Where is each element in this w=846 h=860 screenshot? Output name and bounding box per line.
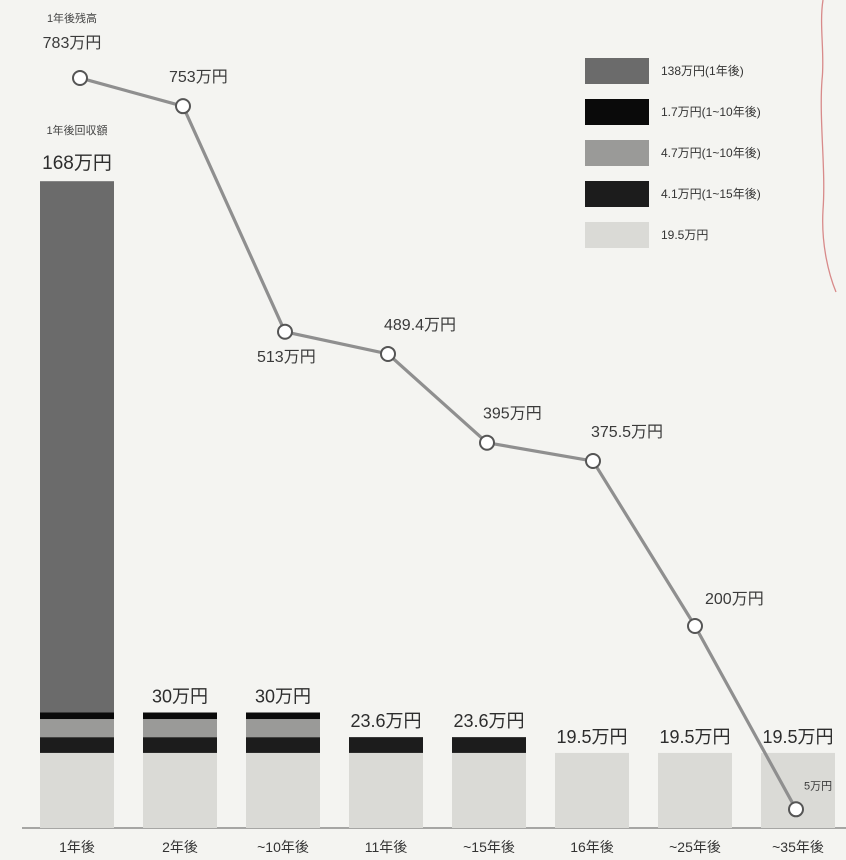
- bar-segment-3-4: [246, 712, 320, 720]
- line-first-caption: 1年後残高: [47, 11, 97, 25]
- bar-segment-5-2: [452, 737, 526, 753]
- line-point-1: [72, 69, 88, 86]
- bar-segment-1-5: [40, 181, 114, 713]
- bar-value-label-4: 23.6万円: [350, 711, 421, 731]
- bar-value-label-2: 30万円: [152, 687, 208, 707]
- legend-label-2: 1.7万円(1~10年後): [661, 105, 761, 119]
- x-tick-label-3: ~10年後: [257, 839, 309, 855]
- red-annotation-brace: [820, 0, 837, 293]
- bar-segment-7-1: [658, 752, 732, 828]
- line-point-6: [585, 453, 601, 470]
- bar-value-label-7: 19.5万円: [659, 727, 730, 747]
- x-tick-label-2: 2年後: [162, 839, 198, 855]
- legend: 138万円(1年後) 1.7万円(1~10年後) 4.7万円(1~10年後) 4.1万…: [585, 58, 761, 248]
- x-tick-label-6: 16年後: [570, 839, 614, 855]
- line-point-4: [380, 345, 396, 362]
- x-tick-label-4: 11年後: [365, 839, 408, 855]
- first-bar-caption: 1年後回収額: [46, 123, 107, 137]
- bar-segment-3-3: [246, 719, 320, 738]
- line-point-2: [175, 98, 191, 115]
- bar-segment-2-3: [143, 719, 217, 738]
- line-point-label-8: 5万円: [804, 780, 832, 792]
- bar-segment-1-3: [40, 719, 114, 738]
- bar-segment-3-2: [246, 737, 320, 753]
- bar-segment-4-1: [349, 752, 423, 828]
- line-point-8: [788, 801, 804, 818]
- bar-segment-5-1: [452, 752, 526, 828]
- legend-swatch-4: [585, 181, 649, 207]
- legend-swatch-2: [585, 99, 649, 125]
- line-point-label-6: 375.5万円: [591, 424, 663, 441]
- bar-segment-2-2: [143, 737, 217, 753]
- bar-segment-2-1: [143, 752, 217, 828]
- line-point-label-1: 783万円: [43, 35, 102, 52]
- legend-swatch-3: [585, 140, 649, 166]
- balance-line: [79, 76, 798, 811]
- line-point-5: [479, 434, 495, 451]
- bar-value-label-1: 168万円: [42, 153, 112, 174]
- bar-segment-1-4: [40, 712, 114, 720]
- line-point-label-5: 395万円: [483, 406, 542, 423]
- bar-segment-6-1: [555, 752, 629, 828]
- x-tick-label-7: ~25年後: [669, 839, 721, 855]
- legend-label-4: 4.1万円(1~15年後): [661, 187, 761, 201]
- legend-swatch-1: [585, 58, 649, 84]
- bar-segment-3-1: [246, 752, 320, 828]
- bar-segment-4-2: [349, 737, 423, 753]
- bar-value-label-8: 19.5万円: [762, 727, 833, 747]
- legend-label-3: 4.7万円(1~10年後): [661, 146, 761, 160]
- x-tick-label-8: ~35年後: [772, 839, 824, 855]
- bar-segment-2-4: [143, 712, 217, 720]
- bar-segment-1-2: [40, 737, 114, 753]
- x-tick-label-1: 1年後: [59, 839, 95, 855]
- legend-label-1: 138万円(1年後): [661, 64, 744, 78]
- bar-segment-1-1: [40, 752, 114, 828]
- bar-value-label-6: 19.5万円: [556, 727, 627, 747]
- line-point-7: [687, 618, 703, 634]
- line-point-label-7: 200万円: [705, 591, 764, 608]
- line-point-label-2: 753万円: [169, 69, 228, 86]
- bar-value-label-3: 30万円: [255, 687, 311, 707]
- x-tick-label-5: ~15年後: [463, 839, 515, 855]
- legend-label-5: 19.5万円: [661, 228, 708, 242]
- legend-swatch-5: [585, 222, 649, 248]
- bar-value-label-5: 23.6万円: [453, 711, 524, 731]
- line-point-3: [277, 323, 293, 340]
- line-point-label-3: 513万円: [257, 349, 316, 366]
- line-point-label-4: 489.4万円: [384, 317, 456, 334]
